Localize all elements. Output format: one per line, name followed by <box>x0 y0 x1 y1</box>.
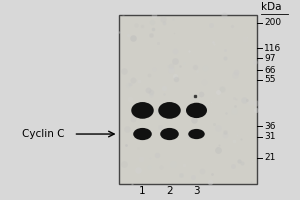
Text: 1: 1 <box>139 186 146 196</box>
Ellipse shape <box>158 102 181 119</box>
Ellipse shape <box>160 128 179 140</box>
Text: 36: 36 <box>264 122 275 131</box>
Ellipse shape <box>188 129 205 139</box>
Text: 97: 97 <box>264 54 275 63</box>
Text: 55: 55 <box>264 75 275 84</box>
Text: 31: 31 <box>264 132 275 141</box>
Text: Cyclin C: Cyclin C <box>22 129 65 139</box>
Text: 2: 2 <box>166 186 173 196</box>
Text: kDa: kDa <box>261 2 281 12</box>
Text: 200: 200 <box>264 18 281 27</box>
Text: 21: 21 <box>264 153 275 162</box>
FancyBboxPatch shape <box>118 15 256 184</box>
Text: 116: 116 <box>264 44 281 53</box>
Text: 66: 66 <box>264 66 275 75</box>
Ellipse shape <box>133 128 152 140</box>
Ellipse shape <box>131 102 154 119</box>
Text: 3: 3 <box>193 186 200 196</box>
Ellipse shape <box>186 103 207 118</box>
